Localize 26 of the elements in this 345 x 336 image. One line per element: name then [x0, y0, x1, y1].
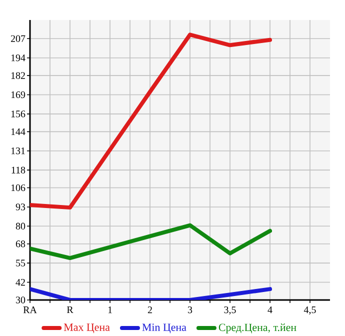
y-tick-label: 207 — [10, 35, 26, 42]
y-tick-label: 169 — [11, 91, 26, 98]
x-tick-label: R — [66, 306, 74, 313]
y-tick-label: 42 — [16, 278, 25, 286]
legend-label: Сред.Цена, т.йен — [218, 323, 296, 334]
legend-label: Min Цена — [142, 323, 186, 333]
y-tick-label: 156 — [11, 110, 26, 118]
y-tick-label: 93 — [16, 203, 26, 210]
y-tick-label: 55 — [16, 260, 26, 266]
y-tick-label: 144 — [11, 128, 26, 135]
y-tick-label: 68 — [16, 240, 26, 248]
y-tick-label: 194 — [11, 54, 26, 61]
y-tick-label: 182 — [11, 72, 25, 79]
y-tick-label: 30 — [16, 296, 26, 304]
x-tick-label: 3 — [188, 306, 192, 313]
x-tick-label: 1 — [108, 306, 112, 313]
y-tick-label: 80 — [16, 222, 26, 230]
y-tick-label: 106 — [11, 184, 26, 191]
x-tick-label: 4,5 — [304, 306, 316, 314]
y-tick-label: 118 — [12, 166, 26, 174]
x-tick-label: 2 — [148, 306, 152, 313]
x-tick-label: 3,5 — [224, 306, 236, 314]
y-tick-label: 131 — [11, 147, 25, 154]
x-tick-label: RA — [23, 306, 37, 313]
x-tick-label: 4 — [268, 306, 272, 313]
legend-label: Max Цена — [64, 323, 110, 333]
